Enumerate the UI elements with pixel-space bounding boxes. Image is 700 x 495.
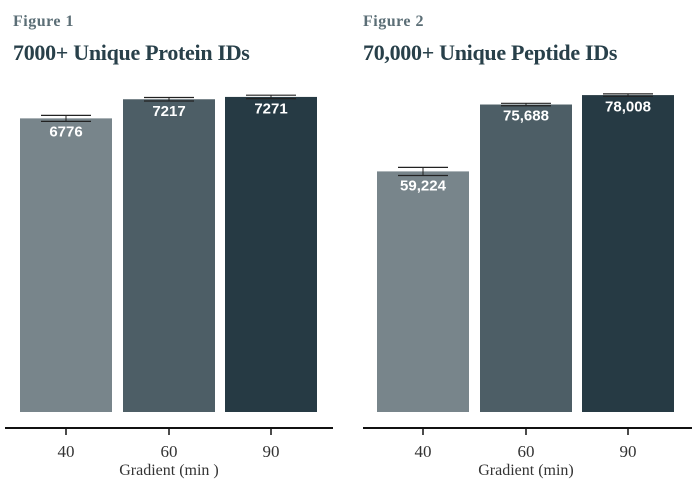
x-tick-label: 90 [620, 442, 637, 461]
figure-1-bar-40 [20, 118, 112, 412]
data-label: 6776 [49, 123, 82, 140]
x-tick-label: 60 [518, 442, 535, 461]
data-label: 7217 [152, 103, 185, 120]
figure-2-x-axis-label: Gradient (min) [478, 462, 574, 479]
x-tick-label: 40 [415, 442, 432, 461]
data-label: 78,008 [605, 98, 651, 115]
data-label: 75,688 [503, 108, 549, 125]
figure-2-bar-60 [480, 104, 572, 412]
figure-1-x-axis-label: Gradient (min ) [119, 462, 219, 479]
figure-2-bar-40 [377, 171, 469, 412]
x-tick-label: 90 [263, 442, 280, 461]
figure-2-bar-90 [582, 95, 674, 412]
figure-1-label: Figure 1 [13, 13, 75, 30]
data-label: 59,224 [400, 177, 447, 194]
x-tick-label: 60 [161, 442, 178, 461]
figure-2-label: Figure 2 [363, 13, 425, 30]
data-label: 7271 [254, 101, 287, 118]
figure-1-title: 7000+ Unique Protein IDs [13, 40, 250, 65]
figure-1-bar-90 [225, 96, 317, 412]
x-tick-label: 40 [58, 442, 75, 461]
figure-2-title: 70,000+ Unique Peptide IDs [363, 40, 618, 65]
figure-1-bar-60 [123, 99, 215, 412]
